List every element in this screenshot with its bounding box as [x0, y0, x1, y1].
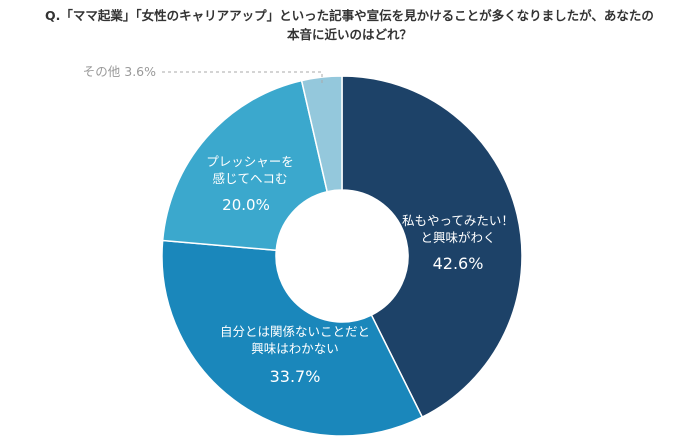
slice-label-2-line-1: 感じてヘコむ: [212, 171, 287, 186]
chart-title-line-1: Q.「ママ起業」「女性のキャリアアップ」といった記事や宣伝を見かけることが多くな…: [45, 8, 654, 23]
slice-value-0: 42.6%: [433, 254, 484, 273]
slice-label-0-line-0: 私もやってみたい！: [402, 213, 514, 228]
slice-0: [341, 75, 523, 419]
slice-2: [161, 79, 329, 252]
slice-value-2: 20.0%: [222, 196, 270, 214]
slice-label-1-line-0: 自分とは関係ないことだと: [220, 324, 370, 339]
slice-label-1-line-1: 興味はわかない: [251, 341, 339, 356]
chart-title-line-2: 本音に近いのはどれ？: [286, 27, 412, 42]
slice-label-0-line-1: と興味がわく: [420, 230, 495, 245]
slice-label-3-line-0: その他 3.6%: [83, 64, 156, 79]
slice-3: [300, 75, 343, 193]
slice-1: [161, 239, 424, 437]
slice-value-1: 33.7%: [270, 367, 321, 386]
chart-title: Q.「ママ起業」「女性のキャリアアップ」といった記事や宣伝を見かけることが多くな…: [0, 6, 699, 44]
slice-label-2-line-0: プレッシャーを: [206, 154, 294, 169]
